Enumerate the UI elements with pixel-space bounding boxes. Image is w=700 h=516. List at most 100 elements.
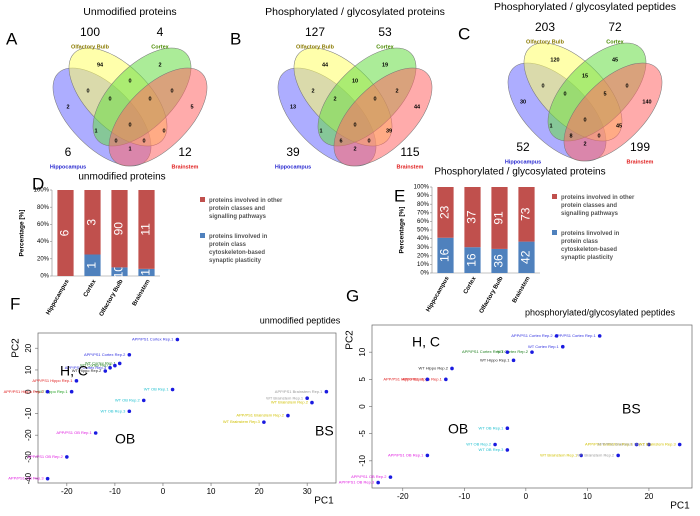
bar-segment — [111, 190, 128, 268]
region-count: 2 — [158, 62, 161, 68]
region-count: 0 — [353, 122, 356, 128]
point — [262, 420, 266, 424]
legend-label: proteins linvolved in protein class cytosk… — [209, 234, 268, 264]
region-count: 0 — [625, 83, 628, 89]
panel-letter: F — [10, 294, 20, 313]
x-tick-label: Olfactory Bulb — [479, 276, 505, 315]
region-count: 0 — [128, 78, 131, 84]
point-label: WT Brainstem Rep.1 — [266, 395, 304, 400]
bar-title: Phosphorylated / glycosylated proteins — [434, 167, 605, 178]
venn-title: Phosphorylated / glycosylated peptides — [494, 1, 676, 13]
annotation: OB — [115, 431, 135, 447]
region-count: 45 — [612, 57, 618, 63]
point — [175, 337, 180, 342]
point — [69, 389, 74, 394]
bar-title: unmodified proteins — [78, 172, 165, 183]
y-tick-label: 50% — [417, 228, 430, 234]
region-count: 0 — [597, 133, 600, 139]
y-axis-label: Percentage [%] — [399, 207, 406, 254]
point — [530, 350, 534, 354]
segment-label: 10 — [112, 265, 126, 279]
x-tick-label: 20 — [644, 492, 653, 501]
point — [45, 389, 50, 394]
segment-label: 16 — [465, 253, 479, 267]
point — [305, 396, 309, 401]
set-name: Brainstem — [627, 159, 654, 165]
region-count: 0 — [142, 138, 145, 144]
point-label: APP/PS1 Cortex Rep.1 — [554, 333, 596, 338]
x-tick-label: 30 — [303, 487, 312, 496]
point-label: APP/PS1 Cortex Rep.3 — [462, 349, 504, 354]
region-count: 0 — [541, 83, 544, 89]
point — [45, 476, 50, 481]
point — [560, 344, 565, 349]
region-count: 15 — [582, 73, 588, 79]
bar-segment — [518, 241, 535, 273]
region-count: 1 — [128, 146, 131, 152]
bar-segment — [111, 267, 128, 276]
x-tick-label: Olfactory Bulb — [99, 279, 125, 318]
set-total: 127 — [305, 25, 325, 39]
region-count: 0 — [563, 91, 566, 97]
x-axis-label: PC1 — [670, 501, 690, 512]
segment-label: 36 — [492, 254, 506, 268]
point — [579, 453, 584, 458]
segment-label: 37 — [465, 210, 479, 224]
segment-label: 11 — [139, 223, 153, 236]
point-label: WT Hippo Rep.1 — [480, 357, 510, 362]
region-count: 0 — [162, 128, 165, 134]
venn-set — [563, 62, 663, 162]
point — [310, 400, 314, 405]
region-count: 1 — [319, 128, 322, 134]
region-count: 2 — [311, 88, 314, 94]
y-axis-label: Percentage [%] — [19, 210, 26, 257]
region-count: 0 — [108, 96, 111, 102]
point — [324, 389, 329, 394]
point-label: WT Brainstem Rep.2 — [577, 452, 615, 457]
point-label: WT OB Rep.1 — [144, 387, 170, 392]
point-label: APP/PS1 Brainstem Rep.1 — [585, 442, 633, 447]
set-name: Hippocampus — [50, 164, 86, 170]
region-count: 1 — [549, 123, 552, 129]
bar-segment — [464, 187, 481, 248]
region-count: 6 — [339, 138, 342, 144]
y-tick-label: 0 — [358, 404, 367, 409]
point — [616, 453, 620, 458]
point — [505, 448, 510, 452]
point — [444, 377, 448, 382]
point-label: WT Brainstem Rep.3 — [223, 419, 261, 424]
region-count: 13 — [290, 104, 296, 110]
y-tick-label: 90% — [417, 193, 430, 199]
bar-segment — [437, 237, 454, 273]
point — [647, 442, 651, 447]
region-count: 44 — [322, 62, 329, 68]
panel-letter: D — [32, 174, 44, 193]
point-label: APP/PS1 Brainstem Rep.2 — [236, 413, 284, 418]
set-total: 115 — [400, 145, 419, 159]
set-name: Cortex — [606, 39, 624, 45]
region-count: 10 — [352, 78, 358, 84]
segment-label: 6 — [58, 229, 72, 236]
x-tick-label: 10 — [207, 487, 216, 496]
point-label: WT OB Rep.1 — [479, 425, 505, 430]
point-label: APP/PS1 Cortex Rep.2 — [511, 333, 553, 338]
point-label: WT OB Rep.2 — [466, 442, 492, 447]
y-tick-label: 10 — [358, 347, 367, 356]
y-tick-label: -10 — [358, 455, 367, 467]
segment-label: 1 — [139, 269, 153, 276]
venn-title: Unmodified proteins — [83, 6, 176, 18]
legend-swatch — [200, 197, 205, 202]
legend-swatch — [200, 233, 205, 238]
region-count: 2 — [66, 104, 69, 110]
bar-segment — [138, 190, 155, 269]
region-count: 2 — [583, 141, 586, 147]
point-label: WT Hippo Rep.1 — [38, 389, 68, 394]
point-label: APP/PS1 OB Rep.2 — [351, 474, 387, 479]
x-tick-label: 10 — [583, 492, 592, 501]
point — [127, 409, 132, 414]
set-name: Brainstem — [397, 164, 424, 170]
region-count: 5 — [603, 91, 606, 97]
set-name: Cortex — [376, 44, 394, 50]
set-total: 100 — [80, 25, 100, 39]
point-label: WT Cortex Rep.2 — [80, 363, 112, 368]
